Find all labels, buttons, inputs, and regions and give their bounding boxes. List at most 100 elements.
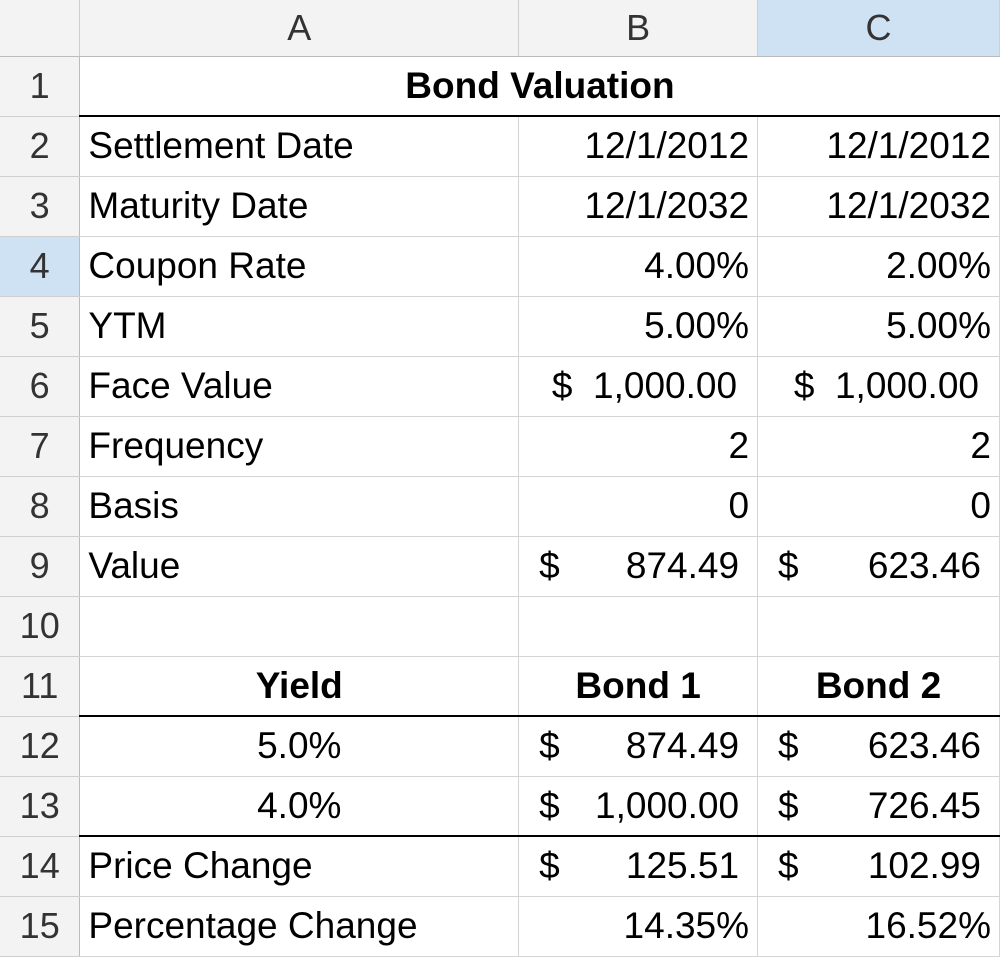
cell-value: 874.49 [625, 725, 740, 767]
row-header-13[interactable]: 13 [0, 776, 81, 837]
column-header-b[interactable]: B [518, 0, 759, 57]
cell-a3[interactable]: Maturity Date [79, 176, 520, 237]
cell-a8[interactable]: Basis [79, 476, 520, 537]
row-header-2[interactable]: 2 [0, 116, 81, 177]
cell-a4[interactable]: Coupon Rate [79, 236, 520, 297]
currency-symbol: $ [539, 845, 560, 887]
currency-symbol: $ [539, 784, 560, 826]
sheet-row: 10 [0, 596, 1000, 657]
sheet-row: 9 Value $874.49 $623.46 [0, 536, 1000, 597]
cell-a12[interactable]: 5.0% [79, 716, 520, 777]
cell-b4[interactable]: 4.00% [518, 236, 759, 297]
row-header-10[interactable]: 10 [0, 596, 81, 657]
row-header-4[interactable]: 4 [0, 236, 81, 297]
cell-b15[interactable]: 14.35% [518, 896, 759, 957]
cell-b3[interactable]: 12/1/2032 [518, 176, 759, 237]
cell-c15[interactable]: 16.52% [757, 896, 1000, 957]
cell-c13[interactable]: $726.45 [757, 776, 1000, 837]
currency-symbol: $ [778, 784, 799, 826]
cell-b13[interactable]: $1,000.00 [518, 776, 759, 837]
cell-a14[interactable]: Price Change [79, 836, 520, 897]
sheet-row: 3 Maturity Date 12/1/2032 12/1/2032 [0, 176, 1000, 237]
cell-value: 102.99 [867, 845, 981, 887]
cell-c2[interactable]: 12/1/2012 [757, 116, 1000, 177]
cell-a2[interactable]: Settlement Date [79, 116, 520, 177]
cell-b8[interactable]: 0 [518, 476, 759, 537]
cell-c7[interactable]: 2 [757, 416, 1000, 477]
cell-a7[interactable]: Frequency [79, 416, 520, 477]
cell-value: 623.46 [867, 545, 981, 586]
cell-b7[interactable]: 2 [518, 416, 759, 477]
cell-c6[interactable]: $ 1,000.00 [757, 356, 1000, 417]
cell-a5[interactable]: YTM [79, 296, 520, 357]
sheet-row: 5 YTM 5.00% 5.00% [0, 296, 1000, 357]
sheet-row: 2 Settlement Date 12/1/2012 12/1/2012 [0, 116, 1000, 177]
row-header-3[interactable]: 3 [0, 176, 81, 237]
cell-a13[interactable]: 4.0% [79, 776, 520, 837]
sheet-row: 15 Percentage Change 14.35% 16.52% [0, 896, 1000, 957]
cell-b6[interactable]: $ 1,000.00 [518, 356, 759, 417]
cell-a15[interactable]: Percentage Change [79, 896, 520, 957]
cell-c5[interactable]: 5.00% [757, 296, 1000, 357]
cell-c9[interactable]: $623.46 [757, 536, 1000, 597]
row-header-11[interactable]: 11 [0, 656, 81, 717]
row-header-8[interactable]: 8 [0, 476, 81, 537]
sheet-row: 4 Coupon Rate 4.00% 2.00% [0, 236, 1000, 297]
column-header-a[interactable]: A [79, 0, 520, 57]
column-header-c[interactable]: C [757, 0, 1000, 57]
row-header-5[interactable]: 5 [0, 296, 81, 357]
cell-a11[interactable]: Yield [79, 656, 520, 717]
sheet-row: 1 Bond Valuation [0, 56, 1000, 117]
row-header-7[interactable]: 7 [0, 416, 81, 477]
row-header-1[interactable]: 1 [0, 56, 81, 117]
row-header-12[interactable]: 12 [0, 716, 81, 777]
cell-b5[interactable]: 5.00% [518, 296, 759, 357]
cell-b2[interactable]: 12/1/2012 [518, 116, 759, 177]
sheet-row: 7 Frequency 2 2 [0, 416, 1000, 477]
currency-symbol: $ [778, 545, 799, 586]
sheet-row: 8 Basis 0 0 [0, 476, 1000, 537]
cell-b10[interactable] [518, 596, 759, 657]
cell-c8[interactable]: 0 [757, 476, 1000, 537]
currency-symbol: $ [793, 365, 815, 406]
cell-value: 1,000.00 [834, 365, 979, 406]
cell-b12[interactable]: $874.49 [518, 716, 759, 777]
currency-symbol: $ [778, 725, 799, 767]
currency-symbol: $ [551, 365, 573, 406]
cell-c10[interactable] [757, 596, 1000, 657]
row-header-14[interactable]: 14 [0, 836, 81, 897]
cell-value: 1,000.00 [593, 365, 738, 406]
currency-symbol: $ [778, 845, 799, 887]
cell-c4[interactable]: 2.00% [757, 236, 1000, 297]
row-header-6[interactable]: 6 [0, 356, 81, 417]
cell-c3[interactable]: 12/1/2032 [757, 176, 1000, 237]
cell-b14[interactable]: $125.51 [518, 836, 759, 897]
cell-c12[interactable]: $623.46 [757, 716, 1000, 777]
sheet-row: 13 4.0% $1,000.00 $726.45 [0, 776, 1000, 837]
select-all-corner[interactable] [0, 0, 81, 57]
cell-a9[interactable]: Value [79, 536, 520, 597]
cell-c11[interactable]: Bond 2 [757, 656, 1000, 717]
cell-value: 125.51 [625, 845, 740, 887]
sheet-row: 6 Face Value $ 1,000.00 $ 1,000.00 [0, 356, 1000, 417]
cell-b11[interactable]: Bond 1 [518, 656, 759, 717]
cell-c14[interactable]: $102.99 [757, 836, 1000, 897]
cell-a10[interactable] [79, 596, 520, 657]
cell-value: 1,000.00 [595, 784, 740, 826]
sheet-title-cell[interactable]: Bond Valuation [79, 56, 1000, 117]
sheet-row: 11 Yield Bond 1 Bond 2 [0, 656, 1000, 717]
row-header-15[interactable]: 15 [0, 896, 81, 957]
currency-symbol: $ [539, 545, 560, 586]
cell-value: 726.45 [867, 784, 981, 826]
currency-symbol: $ [539, 725, 560, 767]
sheet-row: 12 5.0% $874.49 $623.46 [0, 716, 1000, 777]
cell-b9[interactable]: $874.49 [518, 536, 759, 597]
cell-value: 874.49 [625, 545, 740, 586]
sheet-row: 14 Price Change $125.51 $102.99 [0, 836, 1000, 897]
cell-a6[interactable]: Face Value [79, 356, 520, 417]
row-header-9[interactable]: 9 [0, 536, 81, 597]
column-header-row: A B C [0, 0, 1000, 57]
cell-value: 623.46 [867, 725, 981, 767]
